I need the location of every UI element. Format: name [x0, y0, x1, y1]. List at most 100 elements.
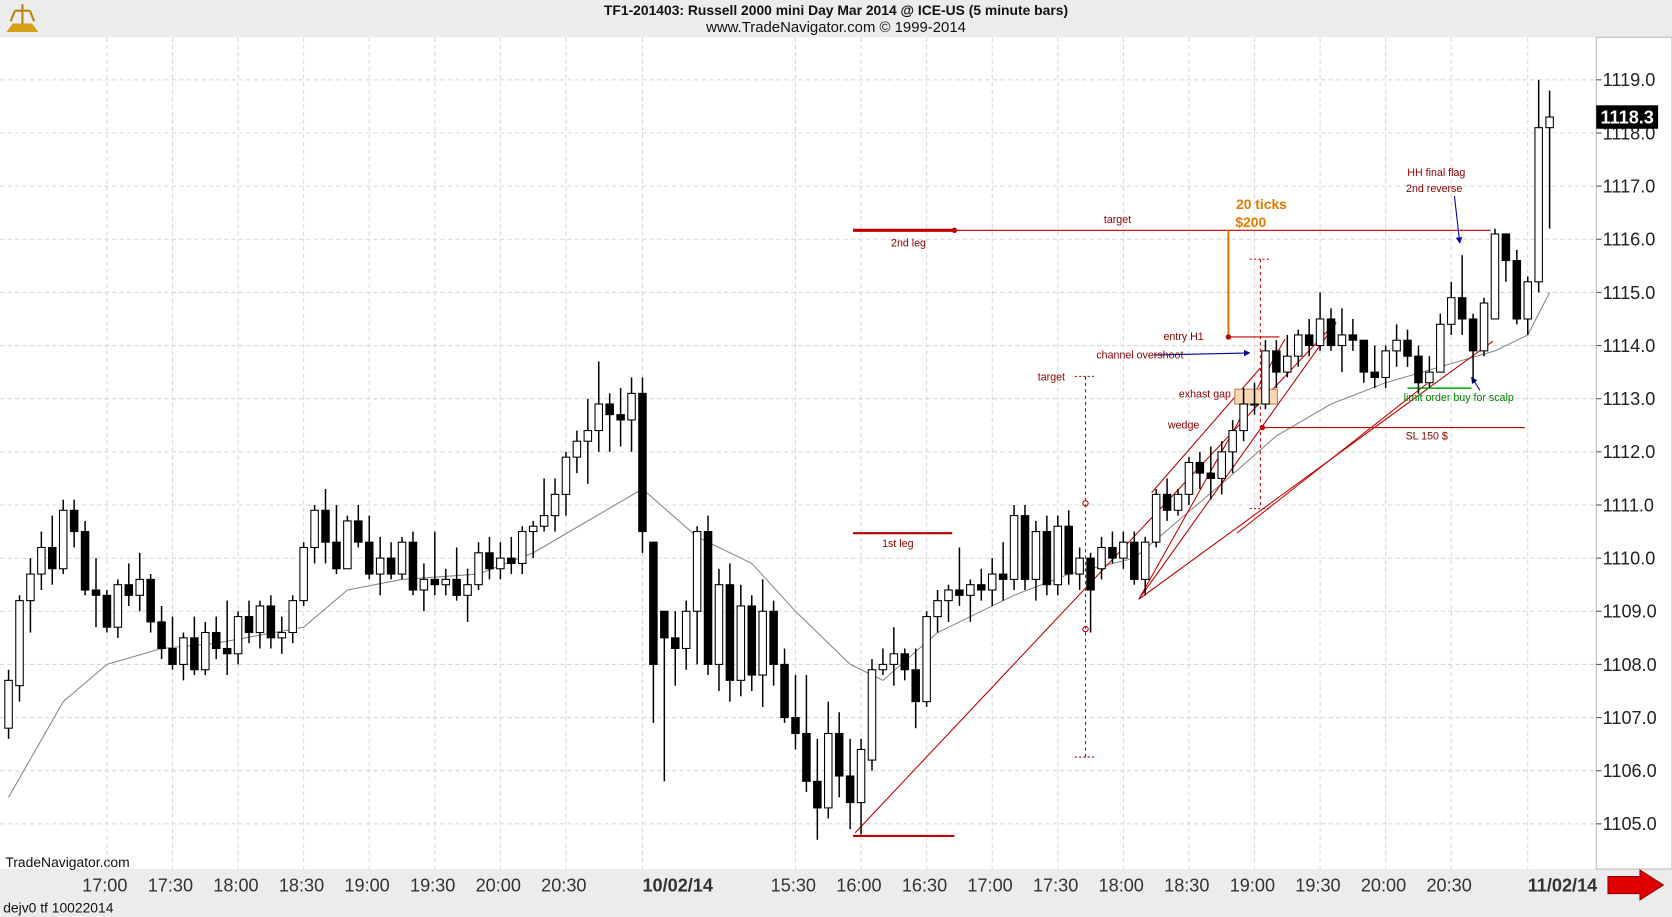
candle-body: [1250, 403, 1259, 406]
candle: [987, 558, 997, 606]
candle-body: [955, 589, 964, 596]
candle: [1315, 292, 1325, 351]
candle: [769, 600, 778, 686]
candle: [791, 675, 800, 750]
candle-body: [201, 631, 210, 671]
candle-body: [605, 403, 614, 416]
annotation: HH final flag: [1407, 167, 1465, 179]
candle: [1009, 504, 1019, 591]
candle-body: [703, 531, 713, 665]
candle-body: [408, 541, 418, 591]
candle: [1414, 345, 1423, 394]
candle-body: [375, 557, 385, 575]
candle-body: [1272, 350, 1281, 373]
annotation-line: [1153, 349, 1251, 357]
candle-body: [1031, 531, 1041, 580]
candle-body: [813, 780, 822, 809]
candle: [266, 595, 276, 649]
candle: [190, 616, 199, 676]
annotation-line: [854, 321, 1337, 834]
candle: [1403, 329, 1412, 367]
candle-body: [1075, 557, 1084, 575]
candle: [889, 627, 899, 686]
candle: [1283, 334, 1292, 378]
candle: [998, 542, 1008, 601]
candle: [113, 579, 123, 638]
candle: [616, 388, 625, 447]
candle: [944, 584, 953, 622]
x-tick-label: 15:30: [771, 875, 816, 895]
candle-body: [1053, 525, 1063, 586]
x-tick-label: 17:00: [967, 875, 1012, 895]
candle: [1534, 79, 1543, 293]
candle-body: [91, 589, 101, 596]
candle-body: [736, 605, 746, 681]
annotation-line: [1453, 196, 1463, 244]
candle: [69, 499, 79, 548]
candle: [58, 499, 68, 575]
y-tick-label: 1114.0: [1603, 336, 1656, 356]
x-tick-label: 20:00: [1361, 875, 1406, 895]
candle-body: [58, 509, 68, 570]
annotation: 2nd reverse: [1406, 183, 1462, 195]
candle-body: [758, 610, 767, 676]
candle: [1053, 515, 1063, 596]
file-name: dejv0 tf 10022014: [3, 900, 113, 916]
candle-body: [649, 541, 658, 665]
candle: [321, 489, 330, 564]
y-tick-label: 1113.0: [1603, 389, 1656, 409]
candle: [255, 600, 265, 649]
candle: [15, 595, 24, 702]
candle-body: [321, 509, 330, 543]
candle: [485, 536, 494, 580]
candle: [1206, 446, 1216, 500]
candle: [692, 526, 702, 665]
candle: [747, 595, 757, 691]
candle: [572, 430, 582, 474]
candle-body: [1228, 430, 1237, 453]
candle-body: [517, 531, 527, 564]
y-tick-label: 1107.0: [1603, 708, 1657, 728]
candle-body: [397, 541, 407, 575]
candle: [878, 648, 888, 676]
y-tick-label: 1116.0: [1603, 230, 1656, 250]
candle-body: [670, 637, 680, 650]
candle: [91, 558, 101, 628]
candle: [955, 547, 964, 606]
candle-body: [1217, 451, 1226, 479]
candle-body: [725, 584, 735, 681]
candle: [386, 542, 396, 580]
candle: [561, 451, 571, 516]
candle: [736, 584, 746, 697]
scroll-arrow[interactable]: [1607, 869, 1665, 901]
x-tick-label: 20:30: [541, 875, 586, 895]
candle: [441, 568, 451, 596]
candle: [856, 738, 866, 835]
candle-body: [266, 605, 276, 639]
annotation-dot: [1082, 625, 1089, 633]
candle: [649, 541, 658, 723]
candle-body: [1392, 339, 1401, 352]
candle: [37, 531, 46, 591]
candle: [1446, 281, 1456, 335]
candle: [168, 616, 177, 670]
candle: [135, 552, 144, 612]
candle-body: [80, 531, 90, 591]
x-tick-label: 18:30: [279, 875, 324, 895]
candle: [1031, 520, 1041, 601]
candle: [474, 542, 483, 591]
candle-body: [244, 616, 254, 634]
annotation: 20 ticks: [1236, 196, 1287, 212]
candle: [780, 648, 789, 723]
candle: [288, 595, 297, 644]
x-tick-label: 20:30: [1426, 875, 1471, 895]
annotation-dot: [1082, 500, 1089, 507]
candle: [419, 563, 429, 612]
candle: [1523, 276, 1533, 335]
candle: [157, 605, 166, 660]
candle: [1140, 536, 1150, 596]
candle: [703, 515, 713, 676]
candle-body: [1261, 350, 1270, 405]
candle: [211, 616, 221, 660]
candle-body: [146, 578, 155, 623]
